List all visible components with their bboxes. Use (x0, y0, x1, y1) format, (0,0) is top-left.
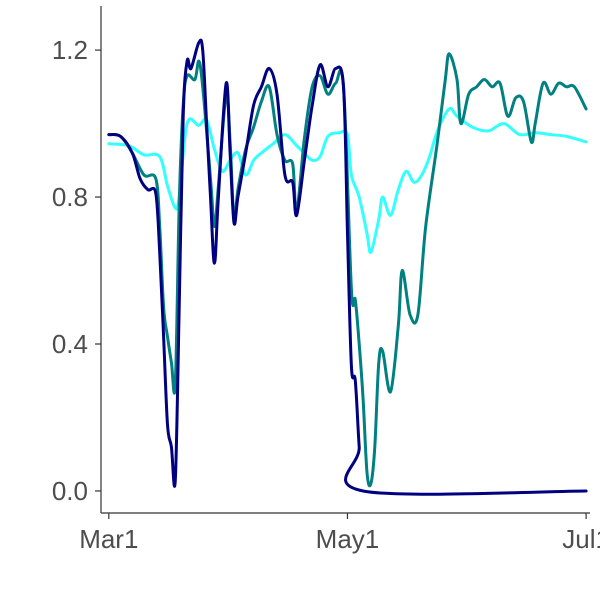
series-line-1 (107, 106, 588, 254)
y-tick-label: 1.2 (52, 35, 88, 65)
x-tick-label: Mar1 (79, 524, 138, 554)
y-axis-ticks: 0.0 0.4 0.8 1.2 (52, 35, 101, 506)
y-tick-label: 0.0 (52, 476, 88, 506)
y-tick-label: 0.8 (52, 182, 88, 212)
x-tick-label: Jul1 (562, 524, 600, 554)
x-tick-label: May1 (316, 524, 380, 554)
series-layer (107, 38, 588, 496)
y-tick-label: 0.4 (52, 329, 88, 359)
series-line-3 (107, 38, 588, 496)
x-axis-ticks: Mar1 May1 Jul1 (79, 513, 600, 554)
